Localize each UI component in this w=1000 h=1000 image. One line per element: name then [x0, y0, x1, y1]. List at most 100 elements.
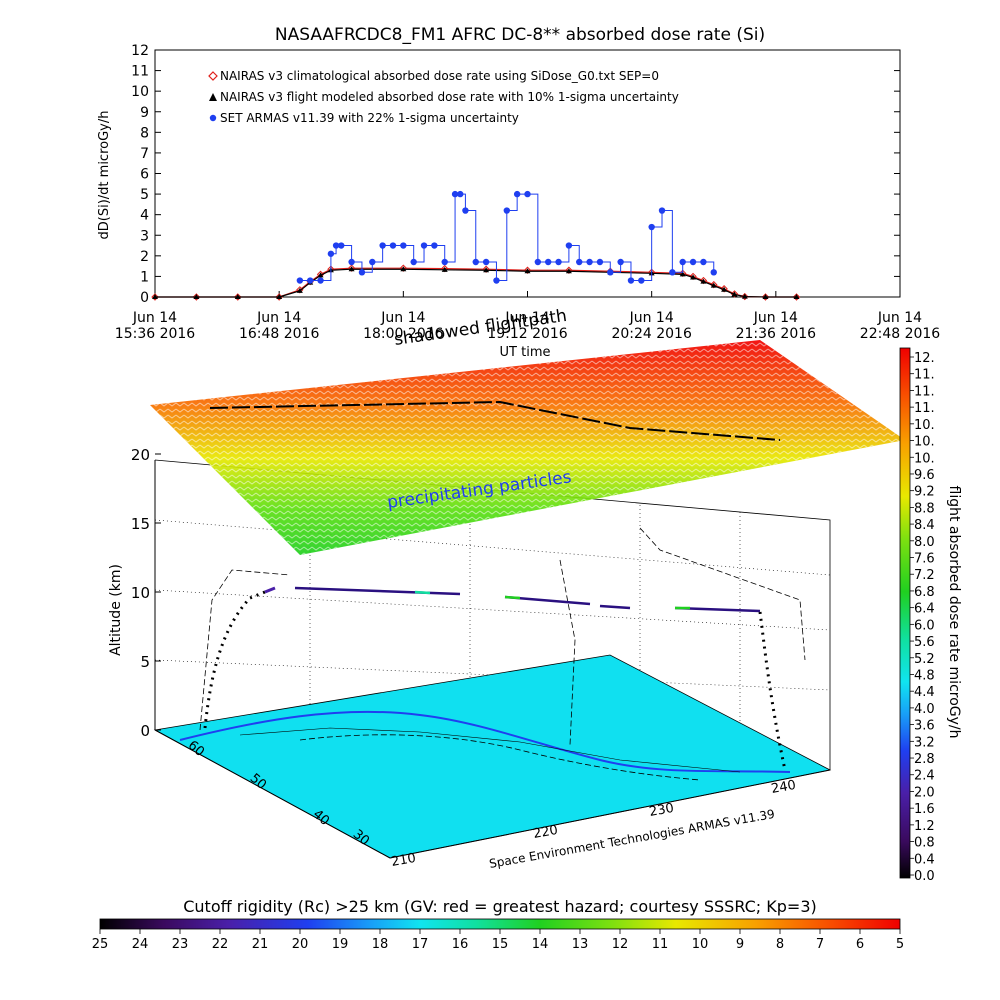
longitude-ticks: 210 220 230 240 [390, 778, 797, 870]
series-point [731, 291, 738, 297]
series-point [462, 207, 469, 214]
series-point [524, 268, 531, 274]
shadow-track [239, 727, 741, 773]
series-point [307, 277, 314, 284]
series-point [451, 190, 459, 198]
x-tick-label-date: Jun 14 [256, 310, 301, 326]
colorbar-tick-label: 2.0 [914, 785, 935, 800]
series-point [276, 294, 283, 299]
cutoff-rigidity-colorbar: Cutoff rigidity (Rc) >25 km (GV: red = g… [92, 897, 904, 952]
lat-axis-line [154, 729, 391, 859]
series-point [457, 190, 464, 198]
colorbar-tick-label: 9.6 [914, 468, 935, 483]
projection-left [199, 569, 291, 731]
y-tick-label: 5 [140, 187, 149, 203]
colorbar-tick-label: 0.4 [914, 852, 935, 867]
series-point [400, 266, 407, 272]
series-line [155, 267, 797, 298]
plot-frame [154, 49, 901, 298]
y-tick-label: 8 [140, 125, 149, 141]
cutoff-tick-label: 20 [292, 937, 309, 952]
colorbar-tick-label: 5.2 [914, 652, 935, 667]
series-point [389, 242, 397, 249]
cutoff-tick-label: 12 [612, 937, 629, 952]
x-axis-label: UT time [500, 345, 551, 360]
series-point [152, 294, 158, 299]
colorbar-label: flight absorbed dose rate microGy/h [946, 486, 962, 739]
colorbar-tick-label: 8.4 [914, 518, 935, 533]
series-point [332, 242, 340, 249]
cutoff-tick-label: 5 [896, 937, 904, 952]
colorbar-tick-label: 11. [914, 368, 935, 383]
altitude-tick-label: 20 [131, 446, 150, 464]
legend-entry: SET ARMAS v11.39 with 22% 1-sigma uncert… [220, 111, 519, 125]
x-tick-label-date: Jun 14 [132, 310, 177, 326]
altitude-tick-label: 5 [140, 653, 150, 671]
series-line [299, 193, 715, 282]
series-point [679, 258, 686, 266]
series-point [710, 282, 717, 288]
cutoff-ticks: 25 24 23 22 21 20 19 18 17 16 15 14 13 12 11 10 9 8 7 6 5 [92, 929, 904, 952]
flight-path [203, 586, 787, 771]
colorbar-tick-label: 4.8 [914, 668, 935, 683]
cutoff-tick-label: 24 [132, 937, 149, 952]
series-point [420, 242, 428, 249]
cutoff-tick-label: 17 [412, 937, 429, 952]
particle-slab-texture [150, 340, 905, 555]
series-point [400, 242, 407, 249]
series-point [648, 223, 655, 231]
series-point [296, 277, 304, 284]
series-point [348, 266, 355, 272]
series-point [607, 269, 614, 276]
series-point [482, 258, 490, 266]
series-point [741, 293, 748, 299]
cutoff-tick-label: 13 [572, 937, 589, 952]
series-point [586, 258, 593, 266]
altitude-ticks: 0 5 10 15 20 [131, 446, 161, 740]
y-tick-label: 12 [131, 43, 149, 59]
legend-entry: NAIRAS v3 climatological absorbed dose r… [220, 69, 659, 83]
longitude-tick-label: 240 [770, 778, 797, 797]
cutoff-tick-label: 8 [776, 937, 784, 952]
longitude-tick-label: 230 [648, 801, 675, 820]
series-point [317, 272, 324, 278]
colorbar-tick-label: 8.0 [914, 535, 935, 550]
legend: NAIRAS v3 climatological absorbed dose r… [208, 69, 679, 125]
colorbar-tick-label: 0.8 [914, 836, 935, 851]
colorbar-ticks: 12.11.11.11.10.10.10.9.69.28.88.48.07.67… [910, 351, 935, 884]
legend-marker [209, 114, 217, 122]
cutoff-tick-label: 6 [856, 937, 864, 952]
y-tick-label: 2 [140, 249, 149, 265]
series-point [338, 242, 345, 249]
flight-3d-view: shadowed flightpath precipitating partic… [108, 306, 905, 871]
series-point [793, 294, 800, 299]
y-tick-label: 0 [140, 290, 149, 306]
altitude-tick-label: 15 [131, 515, 150, 533]
legend-entry: NAIRAS v3 flight modeled absorbed dose r… [220, 90, 679, 104]
colorbar-tick-label: 3.6 [914, 719, 935, 734]
cutoff-tick-label: 21 [252, 937, 269, 952]
colorbar-tick-label: 2.4 [914, 769, 935, 784]
colorbar-tick-label: 1.2 [914, 819, 935, 834]
series-point [348, 258, 355, 266]
cutoff-tick-label: 25 [92, 937, 109, 952]
lon-axis-line [389, 769, 831, 859]
series-point [700, 258, 707, 266]
y-tick-label: 7 [140, 146, 149, 162]
colorbar-tick-label: 8.8 [914, 501, 935, 516]
dose-rate-timeseries: NASAAFRCDC8_FM1 AFRC DC-8** absorbed dos… [97, 25, 940, 342]
series-point [524, 190, 531, 198]
series-point [192, 293, 201, 301]
colorbar-tick-label: 10. [914, 451, 935, 466]
series-line [155, 268, 797, 298]
series-point [638, 277, 645, 284]
colorbar-tick-label: 1.6 [914, 802, 935, 817]
dose-colorbar: 12.11.11.11.10.10.10.9.69.28.88.48.07.67… [899, 347, 962, 884]
cutoff-tick-label: 22 [212, 937, 229, 952]
x-tick-label-date: Jun 14 [629, 310, 674, 326]
y-tick-label: 10 [131, 84, 149, 100]
series-lines [151, 190, 801, 301]
colorbar-tick-label: 7.6 [914, 552, 935, 567]
cutoff-tick-label: 7 [816, 937, 824, 952]
